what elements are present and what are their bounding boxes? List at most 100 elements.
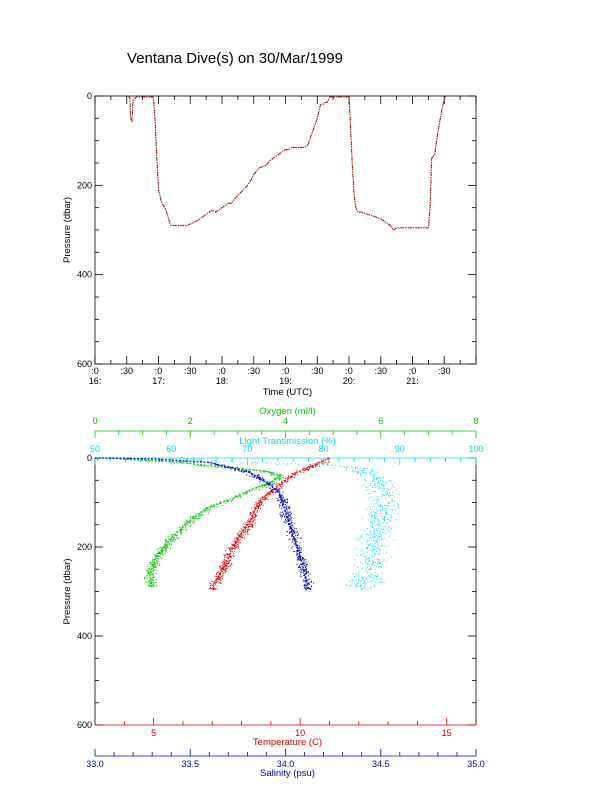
chart1-frame (94, 95, 477, 365)
temperature-point (259, 508, 261, 509)
salinity-point (299, 567, 301, 569)
temperature-point (215, 588, 217, 589)
salinity-point (303, 575, 305, 576)
temperature-point (221, 562, 223, 564)
salinity-point (278, 504, 280, 506)
temperature-point (236, 541, 238, 543)
oxygen-point (158, 548, 160, 549)
temperature-point (268, 494, 270, 496)
transmission-point (382, 508, 383, 510)
oxygen-point (185, 528, 187, 530)
oxygen-point (158, 552, 160, 553)
temperature-point (248, 523, 250, 525)
transmission-point (383, 490, 385, 491)
transmission-point (384, 483, 386, 485)
oxygen-point (255, 488, 257, 490)
salinity-point (291, 541, 293, 543)
temperature-point (250, 521, 252, 523)
temperature-point (210, 587, 212, 589)
salinity-point (286, 521, 288, 523)
transmission-point (383, 481, 385, 483)
temperature-point (215, 583, 216, 585)
transmission-point (361, 589, 363, 591)
salinity-point (278, 488, 280, 490)
salinity-point (299, 559, 301, 561)
oxygen-point (166, 541, 168, 543)
salinity-point (234, 469, 236, 471)
oxygen-point (155, 581, 157, 583)
transmission-point (387, 502, 389, 504)
transmission-point (373, 529, 375, 531)
salinity-point (290, 525, 292, 527)
salinity-point (304, 569, 306, 571)
chart1-xtick-hour: 20: (343, 376, 356, 386)
transmission-point (389, 501, 391, 503)
oxygen-point (172, 538, 174, 540)
salinity-point (281, 507, 283, 509)
temperature-point (224, 556, 226, 558)
temperature-point (242, 527, 244, 529)
transmission-point (360, 550, 362, 552)
transmission-point (372, 470, 374, 472)
temperature-point (224, 569, 226, 571)
transmission-point (321, 463, 323, 465)
temperature-point (239, 534, 241, 536)
transmission-point (372, 526, 374, 528)
oxygen-point (204, 511, 206, 513)
oxygen-point (150, 566, 152, 568)
oxygen-point (230, 466, 231, 468)
oxygen-point (181, 461, 183, 463)
transmission-point (366, 533, 368, 535)
salinity-point (287, 513, 289, 514)
transmission-point (373, 584, 375, 586)
oxygen-point (152, 558, 154, 560)
oxygen-point (147, 568, 149, 570)
temperature-point (218, 574, 220, 576)
oxygen-point (272, 473, 274, 475)
salinity-point (305, 585, 307, 587)
oxygen-point (153, 584, 154, 586)
oxygen-point (164, 546, 166, 548)
temperature-point (217, 578, 219, 579)
temperature-point (250, 519, 252, 521)
transmission-point (358, 580, 360, 582)
oxygen-point (154, 554, 156, 556)
salinity-point (276, 498, 278, 500)
temperature-point (260, 501, 262, 503)
transmission-point (378, 499, 380, 501)
oxygen-point (181, 462, 183, 464)
temperature-point (248, 526, 250, 528)
oxygen-point (282, 477, 283, 479)
oxygen-point (150, 572, 152, 574)
transmission-point (372, 474, 374, 476)
transmission-point (373, 516, 375, 518)
oxygen-point (146, 577, 148, 579)
temperature-point (220, 576, 222, 578)
transmission-point (356, 585, 357, 587)
oxygen-point (275, 478, 277, 479)
salinity-point (227, 467, 228, 469)
oxygen-point (189, 522, 191, 524)
transmission-point (379, 562, 381, 564)
salinity-point (287, 507, 289, 509)
transmission-point (232, 461, 234, 463)
salinity-point (128, 457, 130, 459)
temperature-point (216, 577, 218, 579)
temperature-point (223, 562, 225, 564)
temperature-point (219, 566, 221, 568)
oxygen-point (271, 472, 273, 473)
oxygen-point (156, 553, 158, 555)
salinity-point (294, 533, 296, 535)
oxygen-point (165, 549, 167, 551)
salinity-point (160, 459, 162, 461)
salinity-point (288, 507, 290, 509)
temperature-point (221, 567, 223, 569)
temperature-point (255, 515, 257, 517)
oxygen-point (278, 477, 280, 479)
transmission-point (384, 507, 386, 509)
salinity-point (246, 470, 248, 471)
transmission-point (362, 552, 364, 554)
temperature-point (252, 511, 254, 513)
temperature-point (258, 505, 260, 507)
oxygen-point (154, 555, 156, 556)
